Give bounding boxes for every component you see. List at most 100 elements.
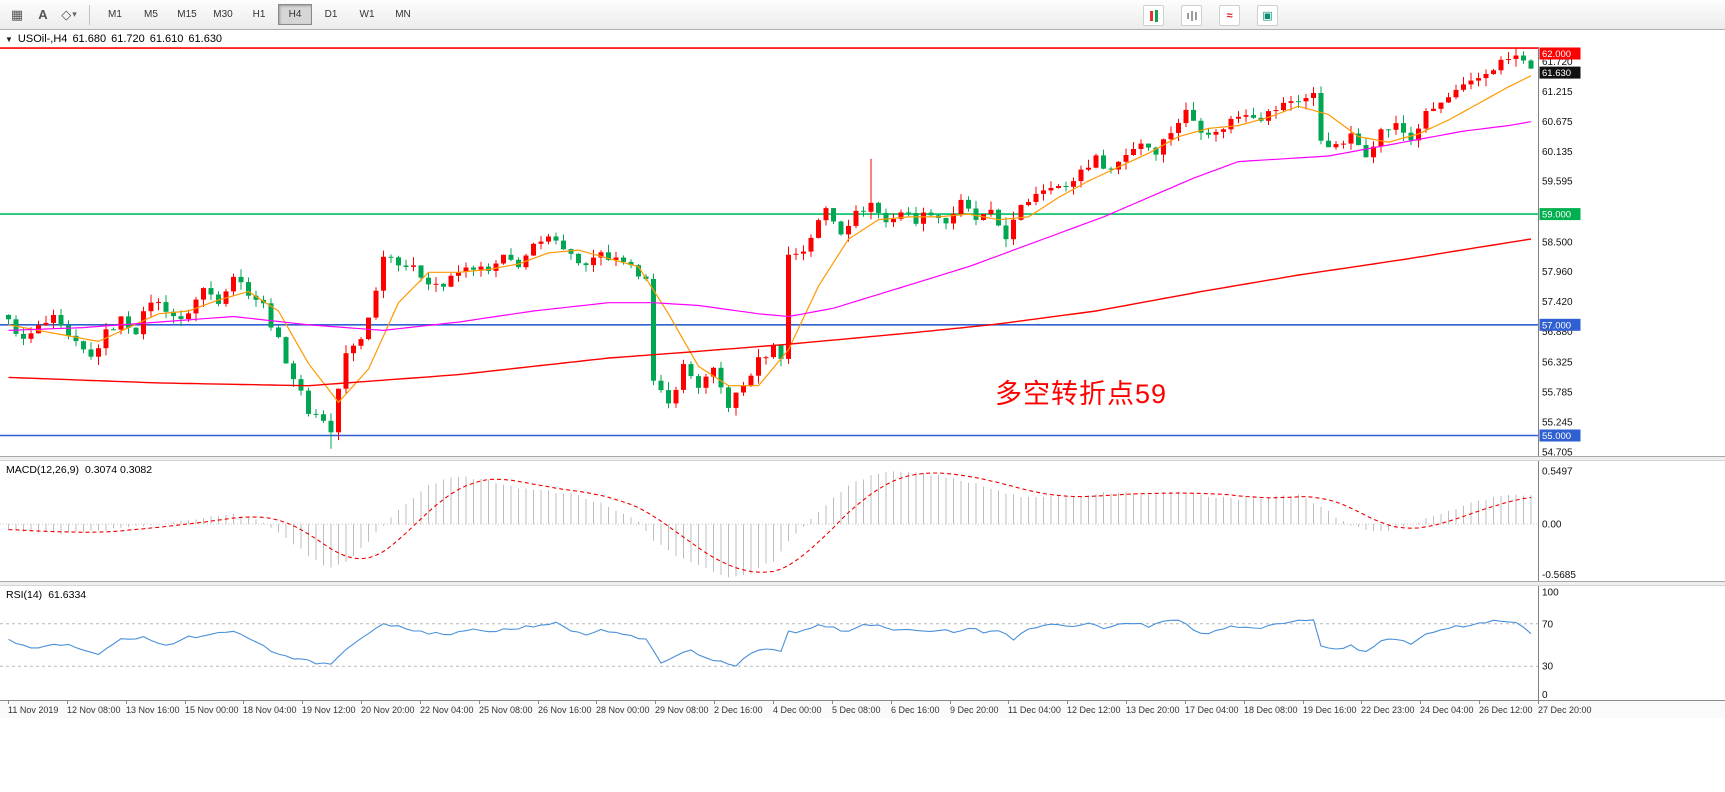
timeframe-M5[interactable]: M5 [134, 4, 168, 25]
candle-body [801, 252, 806, 254]
price-tick: 61.215 [1542, 87, 1573, 98]
macd-signal-line [9, 473, 1532, 572]
candle-body [404, 266, 409, 268]
candle-body [396, 257, 401, 265]
candle-glyph-up [1150, 11, 1153, 21]
candle-body [231, 277, 236, 292]
candle-body [449, 276, 454, 287]
candle-body [786, 255, 791, 359]
candle-body [1011, 220, 1016, 240]
shapes-tool-icon[interactable]: ◇ ▾ [56, 3, 82, 27]
candle-body [1206, 133, 1211, 135]
timeframe-M1[interactable]: M1 [98, 4, 132, 25]
timeframe-H1[interactable]: H1 [242, 4, 276, 25]
timeframe-W1[interactable]: W1 [350, 4, 384, 25]
candle-body [816, 220, 821, 238]
date-label: 22 Nov 04:00 [420, 705, 474, 715]
candle-body [111, 329, 116, 330]
chevron-down-icon: ▾ [72, 9, 77, 20]
timeframe-D1[interactable]: D1 [314, 4, 348, 25]
candle-body [966, 200, 971, 209]
bar-glyph [1187, 13, 1189, 19]
time-tick [479, 701, 480, 704]
candle-body [1476, 78, 1481, 81]
candle-body [1004, 226, 1009, 240]
candle-body [531, 244, 536, 256]
candle-body [1499, 60, 1504, 71]
chart-symbol-header: ▼ USOil-,H4 61.680 61.720 61.610 61.630 [0, 31, 1725, 47]
price-badge-label: 55.000 [1542, 431, 1571, 442]
timeframe-H4[interactable]: H4 [278, 4, 312, 25]
candle-body [666, 390, 671, 403]
candle-body [186, 313, 191, 319]
symbol-timeframe-label: USOil-,H4 [18, 33, 68, 45]
time-tick [1067, 701, 1068, 704]
candle-body [651, 279, 656, 381]
candle-body [1529, 61, 1534, 69]
time-tick [1008, 701, 1009, 704]
candle-body [299, 379, 304, 391]
candle-body [1221, 129, 1226, 132]
candle-body [621, 258, 626, 262]
price-tick: 57.960 [1542, 267, 1573, 278]
candle-body [1101, 155, 1106, 168]
price-tick: 58.500 [1542, 237, 1573, 248]
price-badge-label: 61.630 [1542, 68, 1571, 79]
time-tick [1126, 701, 1127, 704]
timeframe-MN[interactable]: MN [386, 4, 420, 25]
bar-glyph [1195, 12, 1197, 20]
candlestick-chart-icon[interactable] [1143, 5, 1164, 26]
date-label: 15 Nov 00:00 [185, 705, 239, 715]
macd-header: MACD(12,26,9)0.3074 0.3082 [6, 464, 152, 476]
candle-body [1454, 90, 1459, 97]
rsi-title: RSI(14) [6, 589, 42, 601]
price-tick: 59.595 [1542, 177, 1573, 188]
candle-body [126, 316, 131, 327]
rsi-value: 61.6334 [48, 589, 86, 601]
candle-body [471, 268, 476, 270]
time-tick [67, 701, 68, 704]
date-label: 11 Nov 2019 [8, 705, 58, 715]
date-label: 26 Nov 16:00 [538, 705, 592, 715]
indicators-icon[interactable]: ≈ [1219, 5, 1240, 26]
candle-body [201, 288, 206, 300]
one-click-trading-toggle[interactable]: ▼ [5, 35, 13, 44]
chart-annotation[interactable]: 多空转折点59 [995, 372, 1167, 411]
timeframe-M15[interactable]: M15 [170, 4, 204, 25]
templates-icon[interactable]: ▣ [1257, 5, 1278, 26]
chart-grid-icon[interactable]: ▦ [4, 3, 30, 27]
candle-body [149, 303, 154, 312]
rsi-panel[interactable]: 10070300 [0, 586, 1725, 700]
candle-body [906, 212, 911, 213]
candle-body [1364, 145, 1369, 157]
candle-body [944, 218, 949, 223]
candle-body [1386, 129, 1391, 130]
price-tick: 60.675 [1542, 117, 1573, 128]
candle-body [1094, 155, 1099, 167]
time-tick [185, 701, 186, 704]
time-tick [243, 701, 244, 704]
ma-mid-line [9, 122, 1532, 331]
rsi-header: RSI(14) 61.6334 [6, 589, 86, 601]
date-label: 18 Dec 08:00 [1244, 705, 1298, 715]
time-tick [1303, 701, 1304, 704]
timeframe-M30[interactable]: M30 [206, 4, 240, 25]
candle-body [1086, 168, 1091, 170]
price-tick: 60.135 [1542, 147, 1573, 158]
text-tool-icon[interactable]: A [30, 3, 56, 27]
candle-body [1266, 111, 1271, 121]
macd-panel[interactable]: 0.54970.00-0.5685 [0, 461, 1725, 581]
bar-chart-icon[interactable] [1181, 5, 1202, 26]
time-tick [126, 701, 127, 704]
candle-body [1176, 123, 1181, 133]
candle-body [1394, 123, 1399, 130]
candle-body [1446, 97, 1451, 102]
main-chart[interactable]: 61.72061.21560.67560.13559.59558.50057.9… [0, 47, 1725, 456]
price-tick: 57.420 [1542, 297, 1573, 308]
time-tick [1538, 701, 1539, 704]
time-tick [1479, 701, 1480, 704]
candle-body [1034, 194, 1039, 202]
price-tick: 55.245 [1542, 418, 1573, 429]
candle-body [119, 316, 124, 329]
candle-body [696, 376, 701, 388]
